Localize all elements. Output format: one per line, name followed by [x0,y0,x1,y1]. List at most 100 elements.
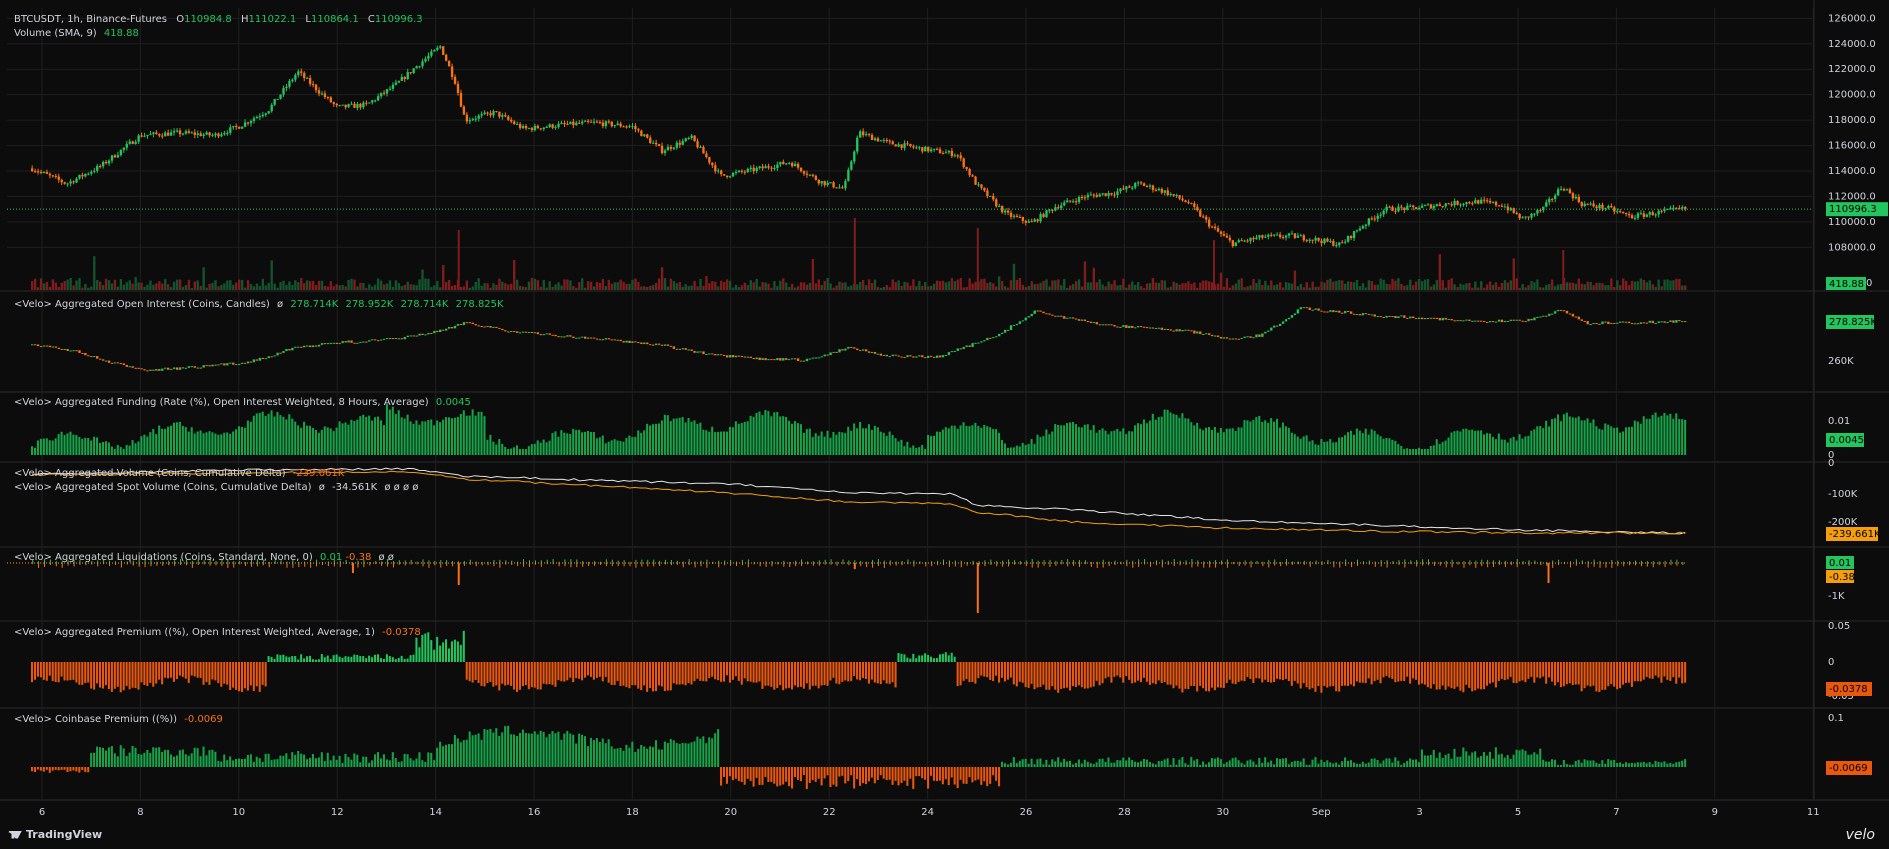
funding-bar [918,447,921,455]
premium-bar [1329,662,1332,687]
funding-bar [796,423,799,455]
premium-bar [513,662,516,690]
volume-bar [1110,284,1113,290]
liq-long-bar [1640,560,1642,563]
volume-bar [1275,284,1279,290]
premium-bar [1202,662,1205,689]
liq-short-bar [209,563,211,566]
volume-bar [1506,282,1510,290]
oi-tag-text: 278.825K [1829,317,1877,328]
funding-bar [808,428,811,455]
funding-bar [391,406,394,455]
premium-bar [1589,662,1592,687]
candle-body [1326,238,1329,242]
coinbase-premium-bar [714,733,717,767]
candle-body [903,143,906,148]
oi-candle [1299,307,1303,310]
volume-bar [921,285,924,290]
coinbase-premium-bar [1234,757,1237,767]
volume-bar [252,286,256,290]
volume-bar [637,281,640,290]
oi-candle [1207,333,1211,335]
oi-candle [1559,309,1563,311]
funding-bar [332,431,335,455]
liq-short-bar [1013,563,1015,565]
coinbase-title[interactable]: <Velo> Coinbase Premium ((%)) [14,714,178,725]
premium-bar [592,662,595,680]
candle-body [1559,189,1563,191]
funding-bar [897,441,900,455]
funding-bar [1503,439,1506,455]
coinbase-premium-bar [1213,758,1216,767]
coinbase-premium-bar [1663,761,1666,767]
coinbase-premium-bar [232,760,235,767]
premium-bar [1367,662,1370,679]
liq-long-bar [174,560,176,563]
liq-long-bar [653,559,655,563]
symbol-label[interactable]: BTCUSDT, 1h, Binance-Futures [14,14,168,25]
funding-bar [75,435,78,455]
premium-bar [1488,662,1491,684]
oi-candle [303,345,306,348]
candle-body [924,146,927,152]
volume-bar [1571,282,1575,290]
oi-candle [456,324,460,326]
candle-body [1275,234,1279,236]
premium-bar [217,662,220,684]
candle-body [1101,193,1104,195]
premium-title[interactable]: <Velo> Aggregated Premium ((%), Open Int… [14,627,375,638]
volume-delta-title[interactable]: <Velo> Aggregated Volume (Coins, Cumulat… [14,468,286,479]
funding-bar [536,440,539,455]
liq-long-bar [286,561,288,563]
coinbase-premium-bar [60,767,63,770]
premium-bar [1305,662,1308,688]
coinbase-premium-bar [267,753,270,767]
candle-body [1349,235,1353,239]
funding-bar [666,415,669,455]
oi-candle [1515,319,1518,321]
premium-bar [856,662,859,680]
volume-bar [1308,287,1311,290]
coinbase-premium-bar [403,753,406,767]
candle-body [1089,194,1093,196]
premium-bar [1178,662,1181,689]
premium-bar [1376,662,1379,680]
premium-bar [791,662,794,690]
liq-long-bar [132,560,134,563]
volume-bar [323,285,327,290]
funding-title[interactable]: <Velo> Aggregated Funding (Rate (%), Ope… [14,397,429,408]
candle-body [453,76,457,84]
volume-bar [722,282,726,290]
funding-bar [1187,418,1190,455]
candle-body [320,93,324,95]
volume-bar [1441,280,1444,290]
candle-body [30,168,34,172]
liq-short-bar [676,563,678,565]
candle-body [486,112,489,114]
funding-bar [1000,440,1004,455]
oi-candle [462,322,466,326]
volume-bar [113,279,117,290]
spot-delta-title[interactable]: <Velo> Aggregated Spot Volume (Coins, Cu… [14,482,312,493]
candle-body [749,167,752,169]
oi-candle [1148,327,1152,329]
volume-bar [1344,283,1347,290]
volume-bar [1089,282,1093,290]
candle-body [430,51,433,56]
liq-long-bar [274,560,276,563]
tradingview-brand[interactable]: TradingView [8,828,102,841]
liq-long-bar [564,559,566,563]
liq-short-bar [588,563,590,566]
liq-long-bar [327,561,329,563]
liq-title[interactable]: <Velo> Aggregated Liquidations (Coins, S… [14,552,313,563]
premium-bar [1308,662,1311,690]
volume-title[interactable]: Volume (SMA, 9) [14,28,97,39]
liq-long-bar [1250,560,1252,563]
liq-long-bar [1463,561,1465,563]
coinbase-premium-bar [368,762,371,767]
volume-bar [938,281,942,290]
oi-candle [1642,322,1646,324]
oi-candle [592,337,596,339]
oi-title[interactable]: <Velo> Aggregated Open Interest (Coins, … [14,299,270,310]
